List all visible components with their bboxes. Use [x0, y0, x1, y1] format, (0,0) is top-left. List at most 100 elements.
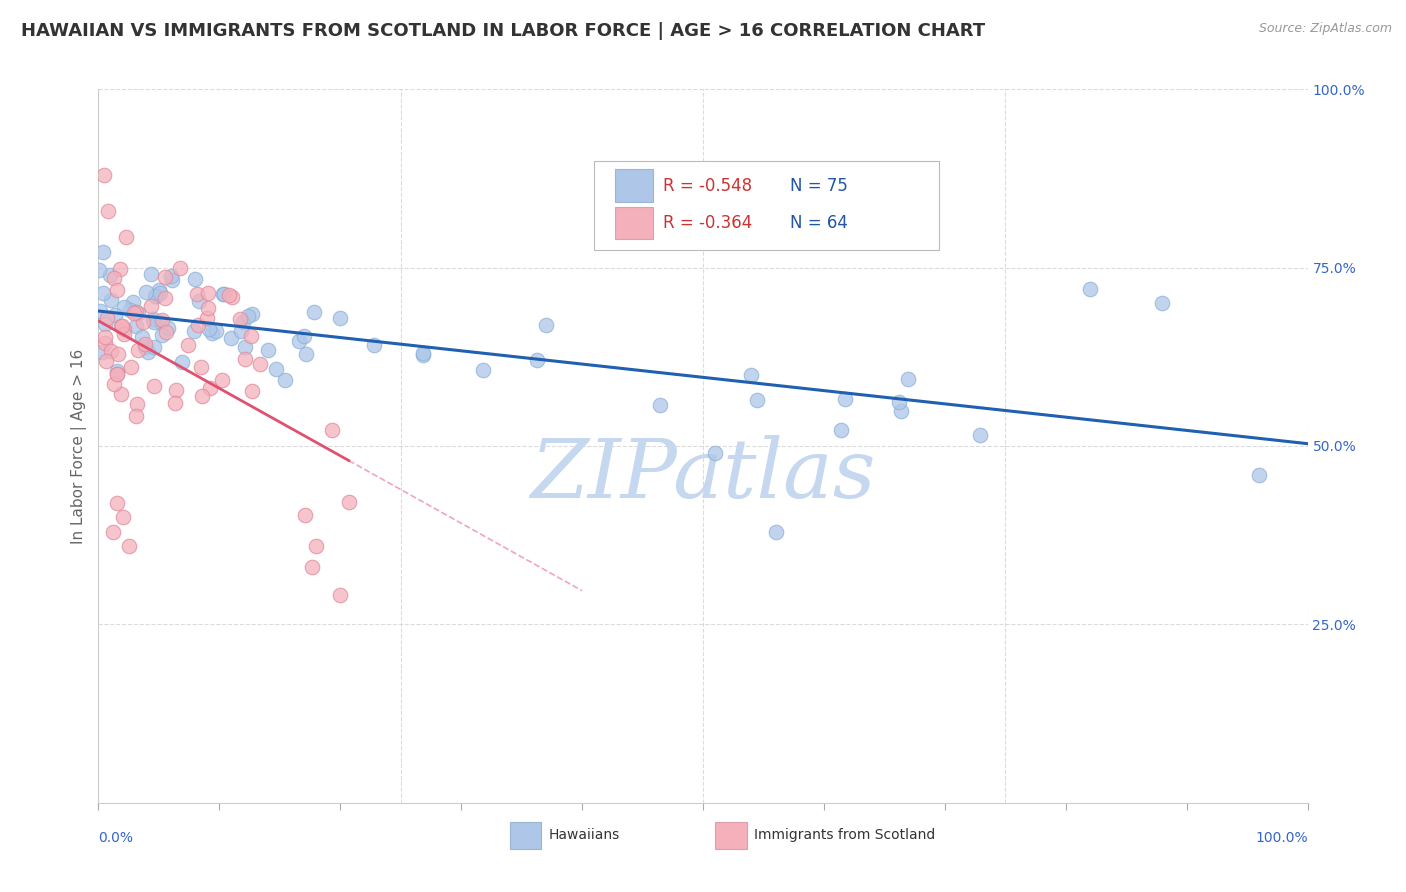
Point [148, 283, 170, 297]
Point [111, 510, 134, 524]
Point [235, 351, 257, 366]
Point [111, 319, 134, 334]
Point [186, 287, 208, 301]
Point [142, 312, 165, 326]
Point [148, 315, 170, 329]
Point [100, 293, 122, 307]
Point [177, 337, 200, 351]
Point [197, 286, 219, 301]
Point [112, 301, 135, 315]
Point [112, 327, 135, 342]
Point [101, 524, 124, 539]
Point [273, 373, 295, 387]
Point [97, 203, 120, 218]
Point [93, 330, 115, 344]
Point [120, 360, 142, 375]
Point [122, 305, 145, 319]
Point [740, 368, 762, 383]
Point [93, 244, 115, 259]
FancyBboxPatch shape [595, 161, 939, 250]
Point [264, 362, 287, 376]
Text: ZIPatlas: ZIPatlas [530, 434, 876, 515]
Point [103, 377, 125, 392]
Point [534, 318, 557, 332]
Point [143, 340, 166, 354]
Point [105, 367, 128, 381]
Point [105, 496, 128, 510]
FancyBboxPatch shape [614, 169, 654, 202]
Point [890, 403, 912, 417]
Point [650, 398, 672, 412]
Point [292, 329, 315, 343]
Text: Hawaiians: Hawaiians [548, 828, 620, 842]
Point [150, 313, 173, 327]
Point [212, 286, 235, 301]
Point [219, 330, 242, 344]
Point [195, 310, 218, 325]
Point [153, 269, 176, 284]
Point [229, 312, 252, 326]
Point [295, 347, 318, 361]
Point [235, 339, 257, 353]
Point [257, 343, 280, 358]
Point [236, 309, 259, 323]
Point [134, 340, 156, 354]
Point [201, 326, 224, 340]
Point [218, 288, 240, 302]
FancyBboxPatch shape [509, 822, 541, 849]
Point [232, 315, 254, 329]
Point [139, 299, 162, 313]
Point [110, 387, 132, 401]
Point [321, 423, 343, 437]
Point [329, 588, 352, 602]
Point [747, 393, 769, 408]
Point [169, 260, 191, 275]
Point [125, 319, 148, 334]
Point [125, 304, 148, 318]
Point [834, 392, 856, 406]
Point [121, 295, 143, 310]
Point [153, 291, 176, 305]
Point [105, 363, 128, 377]
Point [94, 353, 117, 368]
Text: HAWAIIAN VS IMMIGRANTS FROM SCOTLAND IN LABOR FORCE | AGE > 16 CORRELATION CHART: HAWAIIAN VS IMMIGRANTS FROM SCOTLAND IN … [21, 22, 986, 40]
Point [239, 329, 262, 343]
Point [143, 378, 166, 392]
Point [143, 315, 166, 329]
Text: R = -0.364: R = -0.364 [664, 214, 752, 232]
Point [89, 263, 111, 277]
Point [1152, 296, 1174, 310]
Y-axis label: In Labor Force | Age > 16: In Labor Force | Age > 16 [72, 349, 87, 543]
Point [889, 395, 911, 409]
Point [100, 344, 122, 359]
Point [305, 539, 328, 553]
Point [1249, 467, 1271, 482]
Text: 0.0%: 0.0% [98, 831, 134, 846]
Point [160, 269, 183, 284]
Point [337, 495, 360, 509]
Point [329, 311, 352, 326]
Point [93, 168, 115, 182]
Point [190, 360, 212, 375]
Point [103, 270, 125, 285]
Point [105, 367, 128, 381]
Point [412, 348, 434, 362]
Point [118, 303, 141, 318]
Point [288, 334, 311, 349]
Point [198, 322, 221, 336]
Point [704, 446, 727, 460]
Point [115, 230, 138, 244]
Point [124, 409, 146, 423]
Point [107, 347, 129, 361]
Point [160, 273, 183, 287]
Text: R = -0.548: R = -0.548 [664, 177, 752, 194]
Point [526, 353, 548, 368]
Point [301, 560, 323, 574]
Point [830, 423, 852, 437]
Point [108, 262, 131, 277]
Point [136, 344, 159, 359]
Text: Source: ZipAtlas.com: Source: ZipAtlas.com [1258, 22, 1392, 36]
Point [127, 397, 149, 411]
Point [139, 268, 162, 282]
Point [94, 335, 117, 350]
